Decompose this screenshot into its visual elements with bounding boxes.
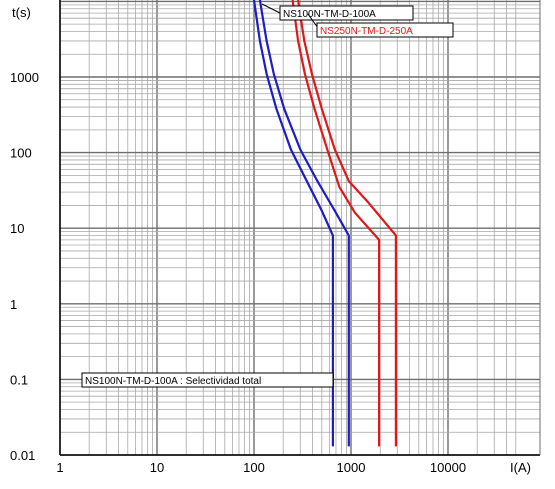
label-ns100: NS100N-TM-D-100A — [261, 3, 414, 21]
x-tick-label: 10000 — [430, 460, 466, 475]
x-tick-label: 10 — [150, 460, 164, 475]
curve-1 — [252, 0, 334, 447]
x-tick-label: 100 — [243, 460, 265, 475]
y-tick-label: 1000 — [10, 70, 39, 85]
label-selectivity-box — [81, 372, 334, 388]
y-tick-label: 10 — [10, 221, 24, 236]
curves — [252, 0, 397, 447]
label-ns250: NS250N-TM-D-250A — [307, 13, 454, 38]
x-tick-label: 1000 — [337, 460, 366, 475]
label-ns250-leader — [307, 13, 319, 29]
y-tick-label: 0.1 — [10, 372, 28, 387]
y-axis-title: t(s) — [12, 5, 31, 20]
tick-labels: 1 10 100 1000 10000 0.01 0.1 1 10 100 1000 — [10, 70, 466, 475]
label-ns100-leader — [261, 3, 283, 15]
label-ns250-text: NS250N-TM-D-250A — [320, 26, 413, 37]
y-tick-label: 0.01 — [10, 448, 35, 463]
x-tick-label: 1 — [56, 460, 63, 475]
y-tick-label: 100 — [10, 146, 32, 161]
label-selectivity-text: NS100N-TM-D-100A : Selectividad total — [85, 376, 261, 387]
x-axis-title: I(A) — [510, 460, 531, 475]
y-tick-label: 1 — [10, 297, 17, 312]
curve-2 — [258, 0, 350, 447]
label-ns250-box — [316, 22, 454, 38]
curve-4 — [297, 0, 397, 447]
label-selectivity: NS100N-TM-D-100A : Selectividad total — [81, 372, 334, 388]
curve-3 — [291, 0, 381, 447]
label-ns100-box — [279, 5, 414, 21]
label-ns100-text: NS100N-TM-D-100A — [283, 9, 376, 20]
